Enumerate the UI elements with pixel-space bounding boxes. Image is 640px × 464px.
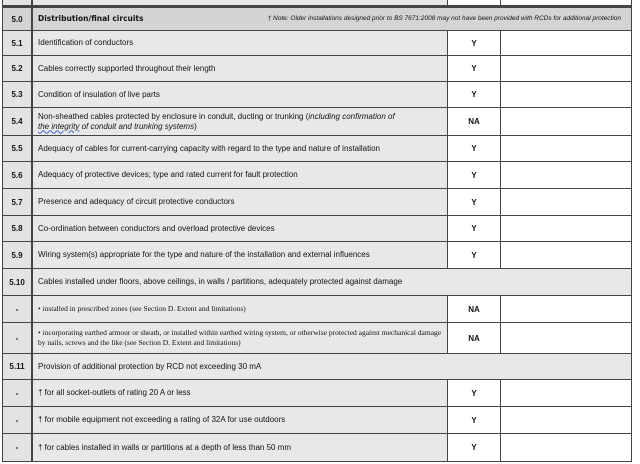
remarks-cell[interactable] bbox=[501, 434, 632, 461]
remarks-cell[interactable] bbox=[501, 56, 632, 81]
item-description: • incorporating earthed armour or sheath… bbox=[33, 323, 448, 353]
table-row: 5.3 Condition of insulation of live parts… bbox=[2, 82, 632, 108]
item-description: † for cables installed in walls or parti… bbox=[33, 434, 448, 461]
outcome-cell[interactable]: Y bbox=[448, 189, 501, 215]
remarks-cell[interactable] bbox=[501, 216, 632, 241]
item-number: 5.6 bbox=[2, 162, 33, 188]
remarks-cell[interactable] bbox=[501, 82, 632, 107]
item-number: 5.1 bbox=[2, 31, 33, 55]
desc-text: Non-sheathed cables protected by enclosu… bbox=[38, 111, 309, 121]
desc-paren: ) bbox=[194, 121, 197, 131]
desc-italic: of conduit and trunking systems bbox=[79, 121, 195, 131]
item-description: † for all socket-outlets of rating 20 A … bbox=[33, 380, 448, 406]
item-description: Adequacy of cables for current-carrying … bbox=[33, 136, 448, 161]
section-header: 5.0 Distribution/final circuits † Note: O… bbox=[2, 6, 632, 31]
outcome-cell[interactable]: Y bbox=[448, 136, 501, 161]
item-description: Identification of conductors bbox=[33, 31, 448, 55]
item-description: Presence and adequacy of circuit protect… bbox=[33, 189, 448, 215]
outcome-cell[interactable]: Y bbox=[448, 31, 501, 55]
item-description: Cables installed under floors, above cei… bbox=[33, 269, 632, 295]
section-number: 5.0 bbox=[2, 8, 33, 30]
section-title: Distribution/final circuits bbox=[38, 14, 144, 23]
item-description: Provision of additional protection by RC… bbox=[33, 354, 632, 379]
remarks-cell[interactable] bbox=[501, 407, 632, 433]
item-number: 5.4 bbox=[2, 108, 33, 135]
table-row: 5.2 Cables correctly supported throughout… bbox=[2, 56, 632, 82]
item-description: Cables correctly supported throughout th… bbox=[33, 56, 448, 81]
table-row: 5.1 Identification of conductors Y bbox=[2, 31, 632, 56]
item-number: - bbox=[2, 380, 33, 406]
previous-row bbox=[2, 0, 632, 6]
outcome-cell[interactable]: Y bbox=[448, 407, 501, 433]
item-number: 5.3 bbox=[2, 82, 33, 107]
item-description: Non-sheathed cables protected by enclosu… bbox=[33, 108, 448, 135]
table-row: - • incorporating earthed armour or sheat… bbox=[2, 323, 632, 354]
desc-underlined: the integrity bbox=[38, 121, 80, 131]
item-description: † for mobile equipment not exceeding a r… bbox=[33, 407, 448, 433]
item-number: 5.8 bbox=[2, 216, 33, 241]
outcome-cell[interactable]: Y bbox=[448, 380, 501, 406]
table-row: 5.5 Adequacy of cables for current-carryi… bbox=[2, 136, 632, 162]
item-description: Wiring system(s) appropriate for the typ… bbox=[33, 242, 448, 268]
item-number: 5.10 bbox=[2, 269, 33, 295]
remarks-cell[interactable] bbox=[501, 380, 632, 406]
item-number: 5.11 bbox=[2, 354, 33, 379]
remarks-cell[interactable] bbox=[501, 189, 632, 215]
item-number: - bbox=[2, 296, 33, 322]
section-note: † Note: Older installations designed pri… bbox=[267, 15, 621, 22]
outcome-cell[interactable]: Y bbox=[448, 162, 501, 188]
remarks-cell[interactable] bbox=[501, 242, 632, 268]
desc-italic: including confirmation of bbox=[308, 111, 395, 121]
outcome-cell[interactable]: Y bbox=[448, 242, 501, 268]
remarks-cell[interactable] bbox=[501, 136, 632, 161]
item-number: 5.2 bbox=[2, 56, 33, 81]
outcome-cell[interactable]: NA bbox=[448, 108, 501, 135]
item-number: - bbox=[2, 434, 33, 461]
item-description: Condition of insulation of live parts bbox=[33, 82, 448, 107]
outcome-cell[interactable]: Y bbox=[448, 216, 501, 241]
remarks-cell[interactable] bbox=[501, 323, 632, 353]
item-number: - bbox=[2, 323, 33, 353]
outcome-cell[interactable]: Y bbox=[448, 434, 501, 461]
table-row: 5.10 Cables installed under floors, above… bbox=[2, 269, 632, 296]
item-number: 5.5 bbox=[2, 136, 33, 161]
remarks-cell[interactable] bbox=[501, 31, 632, 55]
remarks-cell[interactable] bbox=[501, 108, 632, 135]
table-row: 5.4 Non-sheathed cables protected by encl… bbox=[2, 108, 632, 136]
table-row: 5.11 Provision of additional protection b… bbox=[2, 354, 632, 380]
item-description: • installed in prescribed zones (see Sec… bbox=[33, 296, 448, 322]
table-row: 5.9 Wiring system(s) appropriate for the … bbox=[2, 242, 632, 269]
outcome-cell[interactable]: Y bbox=[448, 82, 501, 107]
table-row: 5.8 Co-ordination between conductors and … bbox=[2, 216, 632, 242]
table-row: 5.7 Presence and adequacy of circuit prot… bbox=[2, 189, 632, 216]
outcome-cell[interactable]: NA bbox=[448, 296, 501, 322]
item-description: Adequacy of protective devices; type and… bbox=[33, 162, 448, 188]
table-row: - † for all socket-outlets of rating 20 A… bbox=[2, 380, 632, 407]
item-number: 5.7 bbox=[2, 189, 33, 215]
table-row: - • installed in prescribed zones (see Se… bbox=[2, 296, 632, 323]
table-row: - † for mobile equipment not exceeding a … bbox=[2, 407, 632, 434]
remarks-cell[interactable] bbox=[501, 162, 632, 188]
item-number: - bbox=[2, 407, 33, 433]
remarks-cell[interactable] bbox=[501, 296, 632, 322]
item-description: Co-ordination between conductors and ove… bbox=[33, 216, 448, 241]
table-row: - † for cables installed in walls or part… bbox=[2, 434, 632, 462]
outcome-cell[interactable]: NA bbox=[448, 323, 501, 353]
table-row: 5.6 Adequacy of protective devices; type … bbox=[2, 162, 632, 189]
item-number: 5.9 bbox=[2, 242, 33, 268]
outcome-cell[interactable]: Y bbox=[448, 56, 501, 81]
